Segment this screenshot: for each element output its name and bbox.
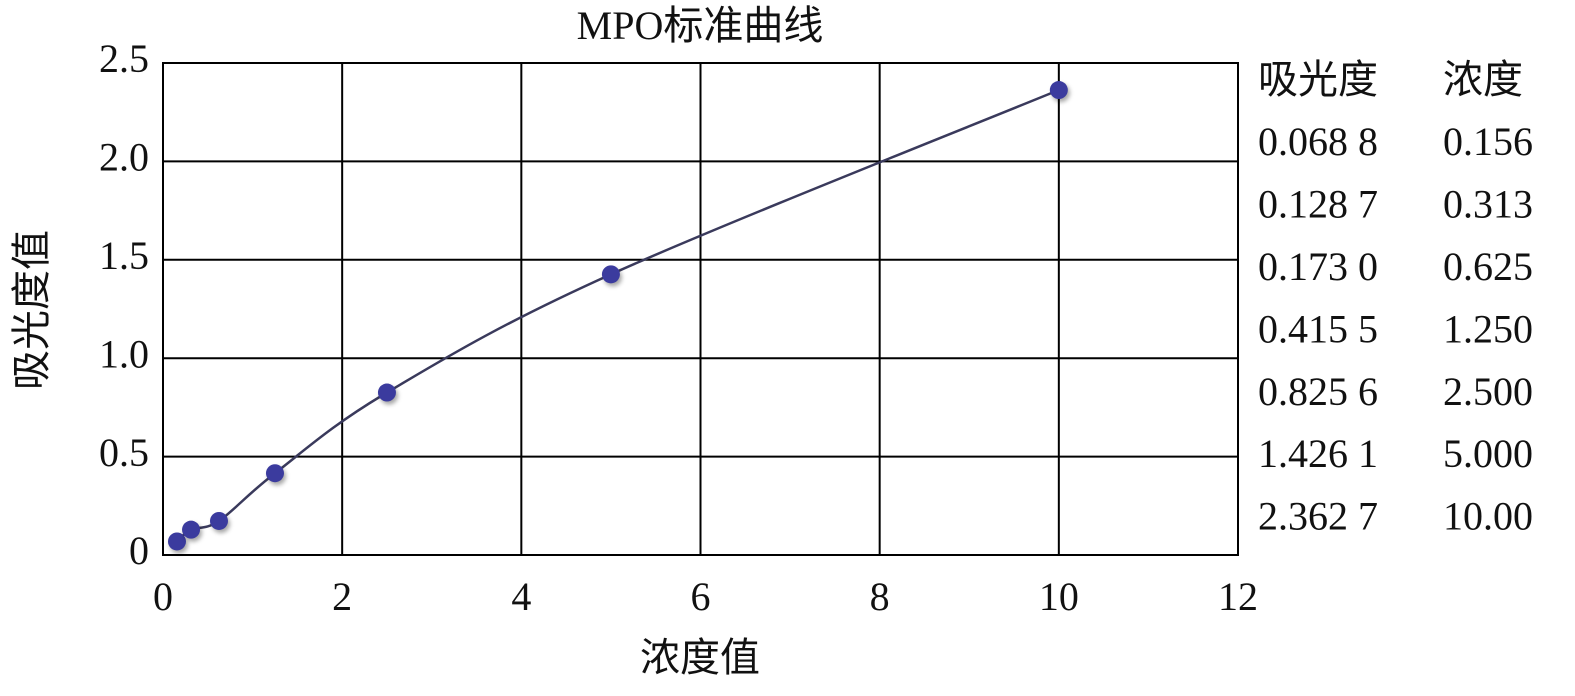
table-cell: 10.00 [1443,494,1533,539]
table-header: 吸光度 [1258,57,1378,102]
data-point [265,464,284,483]
plot-border [162,62,1239,556]
table-cell: 0.156 [1443,119,1533,164]
y-tick-label: 2.0 [99,135,149,180]
chart-title: MPO标准曲线 [577,3,824,48]
x-axis-label: 浓度值 [640,635,760,680]
y-tick-label: 1.0 [99,331,149,376]
x-tick-label: 2 [332,574,352,619]
y-axis-label: 吸光度值 [9,230,54,390]
y-tick-label: 0 [129,528,149,573]
table-cell: 0.825 6 [1258,369,1378,414]
table-cell: 0.068 8 [1258,119,1378,164]
table-cell: 5.000 [1443,431,1533,476]
table-header: 浓度 [1443,57,1523,102]
x-tick-label: 10 [1039,574,1079,619]
table-cell: 0.415 5 [1258,306,1378,351]
data-point [1049,81,1068,100]
table-cell: 1.250 [1443,306,1533,351]
data-point [209,511,228,530]
fit-curve [176,88,1060,543]
x-tick-label: 12 [1218,574,1258,619]
table-cell: 2.362 7 [1258,494,1378,539]
y-tick-label: 0.5 [99,430,149,475]
table-cell: 1.426 1 [1258,431,1378,476]
table-cell: 0.173 0 [1258,244,1378,289]
data-point [377,383,396,402]
table-cell: 0.313 [1443,182,1533,227]
x-tick-label: 6 [691,574,711,619]
data-point [601,265,620,284]
table-cell: 0.128 7 [1258,182,1378,227]
table-cell: 2.500 [1443,369,1533,414]
data-point [182,520,201,539]
y-tick-label: 2.5 [99,36,149,81]
table-cell: 0.625 [1443,244,1533,289]
x-tick-label: 0 [153,574,173,619]
data-point [167,532,186,551]
y-tick-label: 1.5 [99,233,149,278]
x-tick-label: 4 [511,574,531,619]
x-tick-label: 8 [870,574,890,619]
